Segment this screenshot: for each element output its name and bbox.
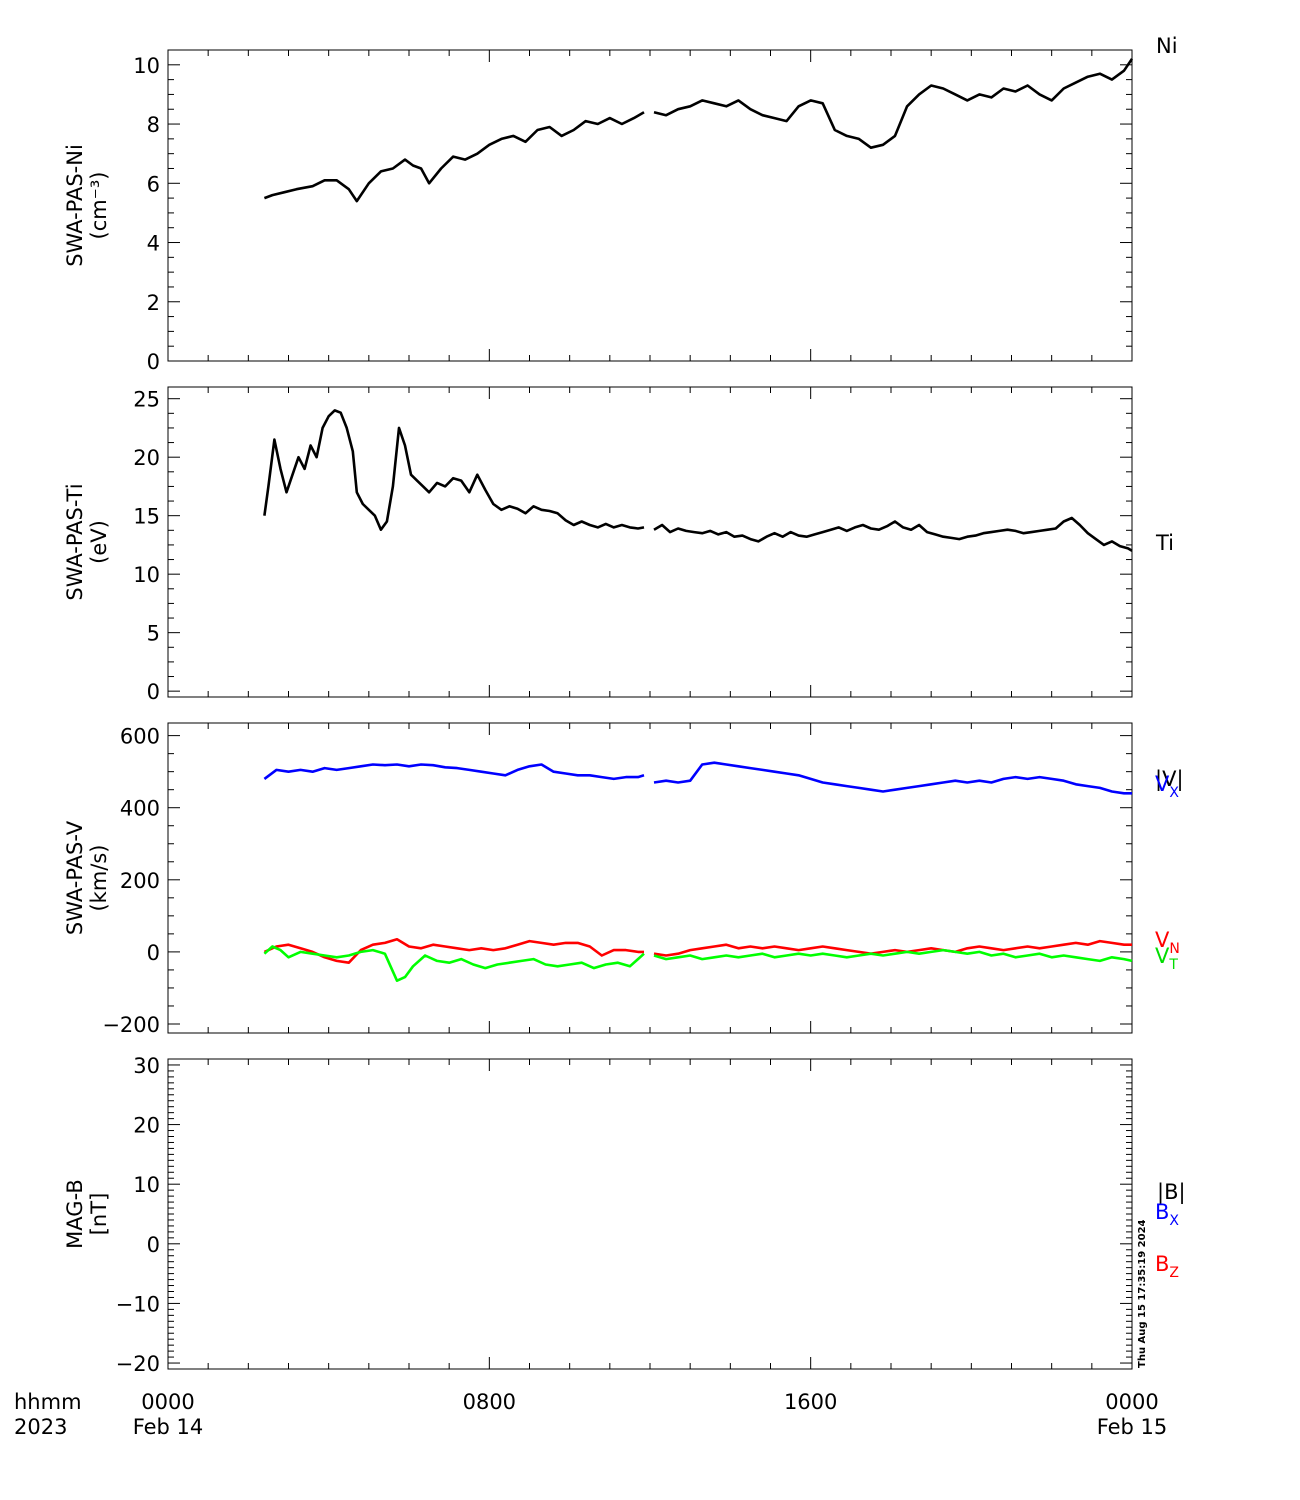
bx-label: BX xyxy=(1155,1200,1179,1229)
y-tick-label-ti: 10 xyxy=(133,563,160,587)
ni-series-label: Ni xyxy=(1156,34,1178,58)
vt-label-subscript: T xyxy=(1168,957,1178,973)
bz-label: BZ xyxy=(1155,1252,1179,1281)
bx-label-subscript: X xyxy=(1169,1213,1179,1229)
y-tick-label-b: 0 xyxy=(147,1233,160,1257)
y-tick-label-v: −200 xyxy=(102,1013,160,1037)
series-line-v-v xyxy=(263,761,1132,795)
series-line-ni-ni xyxy=(263,58,1134,203)
x-tick-label-time: 1600 xyxy=(784,1390,837,1414)
y-axis-title-line: (cm⁻³) xyxy=(87,172,111,240)
y-tick-label-ni: 4 xyxy=(147,232,160,256)
vt-label-base: V xyxy=(1155,944,1170,968)
x-axis-row1-prefix: hhmm xyxy=(14,1390,82,1414)
v-magnitude-label: |V| xyxy=(1155,767,1184,792)
y-axis-title-b: MAG-B[nT] xyxy=(63,1179,111,1249)
x-axis-row2-prefix: 2023 xyxy=(14,1415,67,1439)
panels: 0 2 4 6 8 10 SWA-PAS-Ni(cm⁻³) 0 5 10 15 20 25 SWA-PAS… xyxy=(63,49,1134,1376)
series-line-ti-ti xyxy=(263,409,1133,552)
y-tick-label-b: 20 xyxy=(133,1114,160,1138)
y-tick-label-b: 10 xyxy=(133,1173,160,1197)
vn-label-base: V xyxy=(1155,928,1170,952)
panel-ti: 0 5 10 15 20 25 SWA-PAS-Ti(eV) xyxy=(63,386,1133,704)
y-axis-title-line: SWA-PAS-Ti xyxy=(63,483,87,600)
y-axis-title-v: SWA-PAS-V(km/s) xyxy=(63,820,111,935)
y-axis-title-ti: SWA-PAS-Ti(eV) xyxy=(63,483,111,600)
vx-label-subscript: X xyxy=(1169,785,1179,801)
b-magnitude-label: |B| xyxy=(1157,1180,1186,1205)
y-tick-label-ni: 8 xyxy=(147,113,160,137)
y-axis-title-line: SWA-PAS-Ni xyxy=(63,144,87,267)
panel-frame-b xyxy=(167,1058,1133,1370)
series-line-v-vt xyxy=(263,945,1133,982)
y-axis-title-line: MAG-B xyxy=(63,1179,87,1249)
y-tick-label-ti: 0 xyxy=(147,680,160,704)
y-axis-title-line: (km/s) xyxy=(87,844,111,911)
vn-label: VN xyxy=(1155,928,1180,957)
bz-label-subscript: Z xyxy=(1169,1265,1179,1281)
vt-label: VT xyxy=(1155,944,1178,973)
y-tick-label-v: 0 xyxy=(147,941,160,965)
y-tick-label-ni: 6 xyxy=(147,172,160,196)
y-tick-label-ni: 10 xyxy=(133,54,160,78)
y-tick-label-b: −20 xyxy=(116,1352,160,1376)
y-tick-label-ti: 15 xyxy=(133,505,160,529)
y-tick-label-ti: 20 xyxy=(133,446,160,470)
x-tick-label-date: Feb 15 xyxy=(1097,1415,1168,1439)
y-tick-label-v: 200 xyxy=(120,869,160,893)
x-tick-label-time: 0800 xyxy=(463,1390,516,1414)
y-axis-title-line: (eV) xyxy=(87,520,111,564)
panel-ni: 0 2 4 6 8 10 SWA-PAS-Ni(cm⁻³) xyxy=(63,49,1134,374)
bx-label-base: B xyxy=(1155,1200,1169,1224)
series-line-v-vn xyxy=(263,938,1132,964)
y-tick-label-ti: 5 xyxy=(147,622,160,646)
y-tick-label-b: −10 xyxy=(116,1292,160,1316)
y-axis-title-line: [nT] xyxy=(87,1193,111,1236)
panel-frame-v xyxy=(167,722,1133,1034)
y-tick-label-b: 30 xyxy=(133,1054,160,1078)
x-tick-label-date: Feb 14 xyxy=(133,1415,204,1439)
y-axis-title-line: SWA-PAS-V xyxy=(63,820,87,935)
vx-label: VX xyxy=(1155,772,1179,801)
vx-label-base: V xyxy=(1155,772,1170,796)
y-tick-label-v: 400 xyxy=(120,797,160,821)
y-tick-label-ni: 0 xyxy=(147,350,160,374)
ti-series-label: Ti xyxy=(1155,531,1174,555)
y-tick-label-ti: 25 xyxy=(133,388,160,412)
panel-b: −20 −10 0 10 20 30 MAG-B[nT] xyxy=(63,1054,1133,1376)
bz-label-base: B xyxy=(1155,1252,1169,1276)
y-tick-label-v: 600 xyxy=(120,725,160,749)
y-tick-label-ni: 2 xyxy=(147,291,160,315)
vn-label-subscript: N xyxy=(1169,941,1179,957)
panel-v: −200 0 200 400 600 SWA-PAS-V(km/s) xyxy=(63,722,1133,1037)
x-tick-label-time: 0000 xyxy=(1105,1390,1158,1414)
generation-timestamp: Thu Aug 15 17:35:19 2024 xyxy=(1137,1219,1148,1368)
y-axis-title-ni: SWA-PAS-Ni(cm⁻³) xyxy=(63,144,111,267)
panel-frame-ti xyxy=(167,386,1133,698)
x-tick-label-time: 0000 xyxy=(141,1390,194,1414)
